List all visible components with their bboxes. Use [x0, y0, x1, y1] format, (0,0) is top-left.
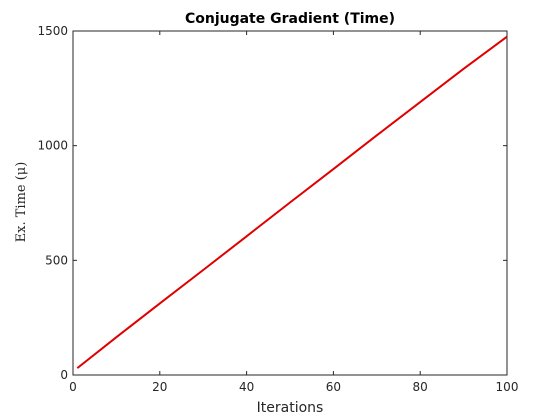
y-tick-label: 0 — [60, 368, 68, 382]
x-tick-label: 20 — [152, 380, 167, 394]
y-axis-label: Ex. Time (μ) — [14, 162, 29, 243]
y-tick-label: 500 — [45, 253, 68, 267]
y-tick-label: 1500 — [37, 24, 68, 38]
series-line — [76, 35, 508, 369]
chart-title: Conjugate Gradient (Time) — [185, 11, 395, 27]
x-tick-label: 100 — [496, 380, 519, 394]
y-tick-label: 1000 — [37, 139, 68, 153]
x-tick-label: 60 — [326, 380, 341, 394]
x-tick-label: 0 — [69, 380, 77, 394]
x-tick-label: 40 — [239, 380, 254, 394]
x-axis-label: Iterations — [257, 400, 324, 416]
x-tick-label: 80 — [413, 380, 428, 394]
